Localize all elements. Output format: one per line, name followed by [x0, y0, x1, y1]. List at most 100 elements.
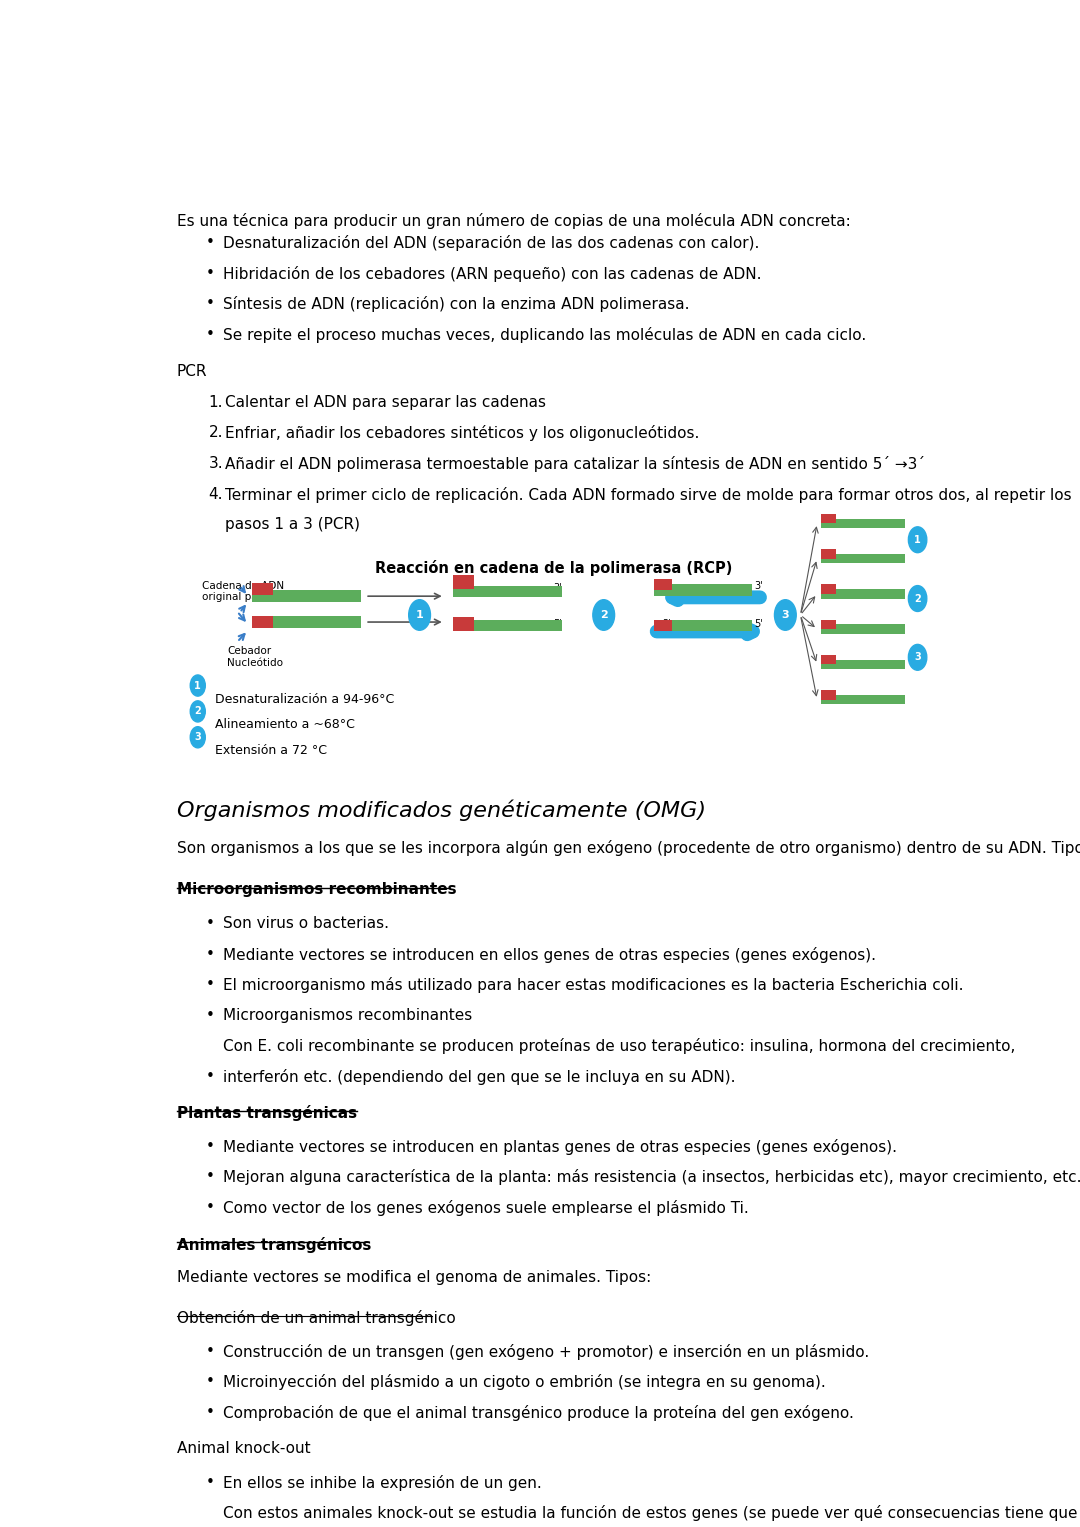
Text: Síntesis de ADN (replicación) con la enzima ADN polimerasa.: Síntesis de ADN (replicación) con la enz…: [222, 296, 689, 312]
Bar: [253, 617, 273, 628]
Bar: [821, 554, 905, 563]
Text: 5': 5': [554, 618, 563, 629]
Text: •: •: [206, 1170, 215, 1185]
Bar: [821, 625, 905, 634]
Text: 3: 3: [194, 733, 201, 742]
Circle shape: [190, 701, 205, 722]
Text: Es una técnica para producir un gran número de copias de una molécula ADN concre: Es una técnica para producir un gran núm…: [177, 212, 851, 229]
Circle shape: [190, 727, 205, 748]
Text: 2: 2: [194, 707, 201, 716]
Bar: [821, 585, 836, 594]
Text: •: •: [206, 1405, 215, 1420]
Text: 1: 1: [416, 609, 423, 620]
Text: Añadir el ADN polimerasa termoestable para catalizar la síntesis de ADN en senti: Añadir el ADN polimerasa termoestable pa…: [226, 457, 926, 472]
Text: 1: 1: [914, 534, 921, 545]
Text: Son virus o bacterias.: Son virus o bacterias.: [222, 916, 389, 931]
Text: 2: 2: [914, 594, 921, 603]
Text: Se repite el proceso muchas veces, duplicando las moléculas de ADN en cada ciclo: Se repite el proceso muchas veces, dupli…: [222, 327, 866, 342]
Bar: [653, 579, 673, 591]
Circle shape: [408, 600, 431, 631]
Text: 3': 3': [554, 583, 562, 594]
Text: •: •: [206, 266, 215, 281]
Text: Con E. coli recombinante se producen proteínas de uso terapéutico: insulina, hor: Con E. coli recombinante se producen pro…: [222, 1038, 1015, 1054]
Text: 2.: 2.: [208, 426, 224, 440]
Text: En ellos se inhibe la expresión de un gen.: En ellos se inhibe la expresión de un ge…: [222, 1475, 542, 1490]
Text: 5': 5': [454, 583, 462, 594]
Bar: [454, 617, 474, 632]
Text: Obtención de un animal transgénico: Obtención de un animal transgénico: [177, 1310, 456, 1325]
Bar: [253, 583, 273, 596]
Bar: [821, 589, 905, 599]
Bar: [454, 585, 562, 597]
Text: Son organismos a los que se les incorpora algún gen exógeno (procedente de otro : Son organismos a los que se les incorpor…: [177, 840, 1080, 855]
Circle shape: [774, 600, 796, 631]
Text: 3.: 3.: [208, 457, 224, 470]
Text: •: •: [206, 327, 215, 342]
Text: PCR: PCR: [177, 365, 207, 379]
Bar: [454, 620, 562, 632]
Text: Mediante vectores se introducen en plantas genes de otras especies (genes exógen: Mediante vectores se introducen en plant…: [222, 1139, 896, 1154]
Text: •: •: [206, 1008, 215, 1023]
Text: Mejoran alguna característica de la planta: más resistencia (a insectos, herbici: Mejoran alguna característica de la plan…: [222, 1170, 1080, 1185]
Text: 5': 5': [754, 618, 764, 629]
Circle shape: [908, 644, 927, 670]
Circle shape: [593, 600, 615, 631]
Bar: [454, 576, 474, 589]
Text: Con estos animales knock-out se estudia la función de estos genes (se puede ver : Con estos animales knock-out se estudia …: [222, 1506, 1078, 1521]
Text: Cadena de ADN
original para copia: Cadena de ADN original para copia: [202, 580, 300, 603]
Text: •: •: [206, 1200, 215, 1215]
Text: Construcción de un transgen (gen exógeno + promotor) e inserción en un plásmido.: Construcción de un transgen (gen exógeno…: [222, 1344, 869, 1359]
Text: 1: 1: [194, 681, 201, 690]
Text: Cebador: Cebador: [227, 646, 271, 655]
Text: Desnaturalización a 94-96°C: Desnaturalización a 94-96°C: [215, 693, 394, 705]
Text: 3': 3': [454, 618, 461, 629]
Bar: [821, 519, 905, 528]
Bar: [653, 620, 673, 632]
Bar: [653, 585, 752, 596]
Text: 3': 3': [754, 580, 762, 591]
Text: Reacción en cadena de la polimerasa (RCP): Reacción en cadena de la polimerasa (RCP…: [375, 560, 732, 576]
Text: Microorganismos recombinantes: Microorganismos recombinantes: [177, 883, 457, 898]
Text: Microinyección del plásmido a un cigoto o embrión (se integra en su genoma).: Microinyección del plásmido a un cigoto …: [222, 1374, 825, 1390]
Text: 3: 3: [782, 609, 789, 620]
Text: •: •: [206, 235, 215, 250]
Text: Terminar el primer ciclo de replicación. Cada ADN formado sirve de molde para fo: Terminar el primer ciclo de replicación.…: [226, 487, 1072, 502]
Text: Como vector de los genes exógenos suele emplearse el plásmido Ti.: Como vector de los genes exógenos suele …: [222, 1200, 748, 1215]
Text: Comprobación de que el animal transgénico produce la proteína del gen exógeno.: Comprobación de que el animal transgénic…: [222, 1405, 854, 1420]
Bar: [821, 690, 836, 699]
Text: •: •: [206, 1374, 215, 1390]
Text: Mediante vectores se introducen en ellos genes de otras especies (genes exógenos: Mediante vectores se introducen en ellos…: [222, 947, 876, 962]
Text: •: •: [206, 1475, 215, 1490]
Text: •: •: [206, 947, 215, 962]
Text: •: •: [206, 296, 215, 312]
Text: •: •: [206, 1344, 215, 1359]
Bar: [821, 515, 836, 524]
Text: Organismos modificados genéticamente (OMG): Organismos modificados genéticamente (OM…: [177, 800, 706, 822]
Text: Hibridación de los cebadores (ARN pequeño) con las cadenas de ADN.: Hibridación de los cebadores (ARN pequeñ…: [222, 266, 761, 281]
Text: Enfriar, añadir los cebadores sintéticos y los oligonucleótidos.: Enfriar, añadir los cebadores sintéticos…: [226, 426, 700, 441]
Text: Microorganismos recombinantes: Microorganismos recombinantes: [222, 1008, 472, 1023]
Text: Animales transgénicos: Animales transgénicos: [177, 1237, 372, 1252]
Text: Desnaturalización del ADN (separación de las dos cadenas con calor).: Desnaturalización del ADN (separación de…: [222, 235, 759, 250]
Text: Calentar el ADN para separar las cadenas: Calentar el ADN para separar las cadenas: [226, 395, 546, 409]
Text: 3: 3: [914, 652, 921, 663]
Text: 5': 5': [662, 580, 671, 591]
Text: 4.: 4.: [208, 487, 224, 501]
Text: 3': 3': [662, 618, 671, 629]
Text: interferón etc. (dependiendo del gen que se le incluya en su ADN).: interferón etc. (dependiendo del gen que…: [222, 1069, 735, 1084]
Bar: [821, 660, 905, 669]
Text: Alineamiento a ~68°C: Alineamiento a ~68°C: [215, 719, 354, 731]
Text: Mediante vectores se modifica el genoma de animales. Tipos:: Mediante vectores se modifica el genoma …: [177, 1270, 651, 1286]
Text: El microorganismo más utilizado para hacer estas modificaciones es la bacteria E: El microorganismo más utilizado para hac…: [222, 977, 963, 993]
Text: •: •: [206, 1069, 215, 1084]
Bar: [821, 550, 836, 559]
Text: Animal knock-out: Animal knock-out: [177, 1441, 310, 1457]
Bar: [653, 620, 752, 632]
Text: •: •: [206, 916, 215, 931]
Text: Extensión a 72 °C: Extensión a 72 °C: [215, 744, 326, 757]
Circle shape: [908, 585, 927, 611]
Text: Nucleótido: Nucleótido: [227, 658, 283, 669]
Circle shape: [908, 527, 927, 553]
Bar: [821, 655, 836, 664]
Bar: [821, 620, 836, 629]
